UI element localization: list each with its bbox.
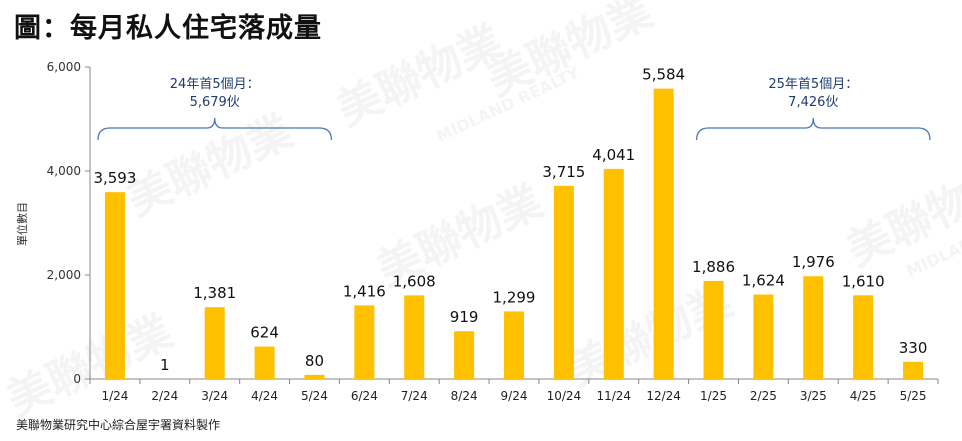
- bar-5-25: [903, 361, 924, 379]
- annotation-line1-2: 25年首5個月：: [768, 77, 858, 92]
- bar-4-24: [254, 346, 275, 379]
- source-note: 美聯物業研究中心綜合屋宇署資料製作: [16, 418, 221, 432]
- y-tick-label: 4,000: [47, 164, 81, 178]
- bar-1-24: [104, 192, 125, 379]
- value-label: 1,381: [193, 284, 236, 302]
- x-tick-label: 3/25: [800, 389, 827, 403]
- x-tick-label: 4/24: [251, 389, 278, 403]
- annotation-line2-2: 7,426伙: [788, 95, 838, 110]
- value-label: 80: [305, 352, 324, 370]
- y-tick-label: 6,000: [47, 60, 81, 74]
- value-label: 1,610: [842, 272, 885, 290]
- annotation-bracket-1: [97, 117, 333, 141]
- x-tick-label: 12/24: [646, 389, 681, 403]
- value-label: 1,886: [692, 258, 735, 276]
- value-label: 1: [160, 356, 170, 374]
- x-tick-label: 7/24: [401, 389, 428, 403]
- value-label: 1,416: [343, 282, 386, 300]
- annotation-line1-1: 24年首5個月：: [170, 77, 260, 92]
- annotation-line2-1: 5,679伙: [190, 95, 240, 110]
- y-axis-label: 單位數目: [16, 202, 29, 246]
- bar-7-24: [404, 295, 425, 379]
- bar-3-24: [204, 307, 225, 379]
- value-label: 1,624: [742, 272, 785, 290]
- x-tick-label: 6/24: [351, 389, 378, 403]
- bar-11-24: [603, 168, 624, 379]
- x-tick-label: 5/25: [900, 389, 927, 403]
- value-label: 330: [899, 339, 928, 357]
- value-label: 624: [250, 324, 279, 342]
- x-tick-label: 1/24: [101, 389, 128, 403]
- value-label: 919: [450, 308, 479, 326]
- y-tick-label: 2,000: [47, 268, 81, 282]
- annotation-bracket-2: [695, 117, 931, 141]
- value-label: 3,715: [542, 163, 585, 181]
- value-label: 1,299: [493, 288, 536, 306]
- bar-8-24: [454, 331, 475, 379]
- value-label: 3,593: [93, 169, 136, 187]
- bar-1-25: [703, 280, 724, 379]
- bar-5-24: [304, 374, 325, 379]
- value-label: 4,041: [592, 146, 635, 164]
- bar-2-25: [753, 294, 774, 379]
- x-tick-label: 9/24: [501, 389, 528, 403]
- x-tick-label: 11/24: [596, 389, 631, 403]
- bar-9-24: [504, 311, 524, 379]
- value-label: 1,976: [792, 253, 835, 271]
- x-tick-label: 2/25: [750, 389, 777, 403]
- chart-title: 圖：每月私人住宅落成量: [14, 13, 322, 44]
- x-tick-label: 10/24: [547, 389, 582, 403]
- value-label: 5,584: [642, 66, 685, 84]
- bar-10-24: [553, 185, 574, 379]
- y-tick-label: 0: [73, 372, 81, 386]
- bar-6-24: [354, 305, 375, 379]
- x-tick-label: 1/25: [700, 389, 727, 403]
- x-tick-label: 8/24: [451, 389, 478, 403]
- x-tick-label: 5/24: [301, 389, 328, 403]
- x-tick-label: 2/24: [151, 389, 178, 403]
- bar-4-25: [853, 295, 874, 379]
- x-tick-label: 3/24: [201, 389, 228, 403]
- x-tick-label: 4/25: [850, 389, 877, 403]
- bar-12-24: [653, 88, 674, 379]
- value-label: 1,608: [393, 272, 436, 290]
- bar-3-25: [803, 276, 824, 379]
